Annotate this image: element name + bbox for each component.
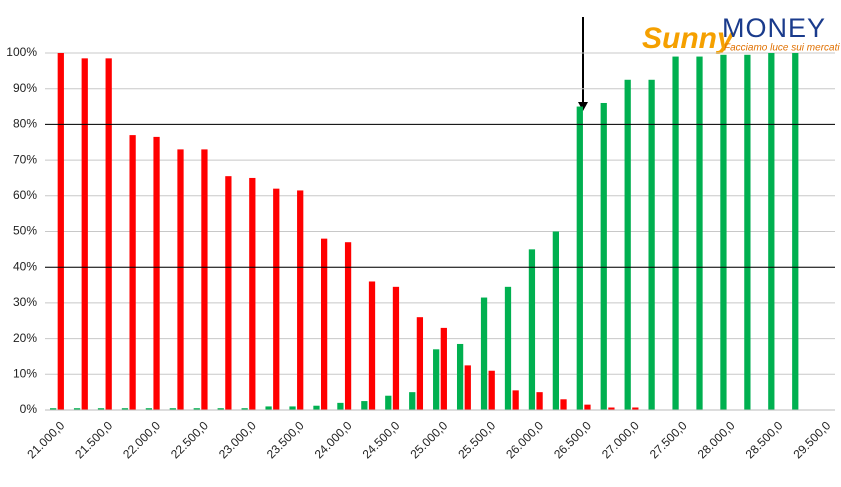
y-tick-label: 10% xyxy=(13,366,37,380)
bar xyxy=(313,405,320,410)
bar xyxy=(433,349,440,410)
bar xyxy=(768,53,775,410)
x-tick-label: 21.500,0 xyxy=(72,418,115,461)
bar xyxy=(536,392,543,410)
bar xyxy=(177,149,184,410)
y-tick-label: 60% xyxy=(13,188,37,202)
bar xyxy=(744,54,751,410)
bar xyxy=(560,399,567,410)
x-tick-label: 29.500,0 xyxy=(790,418,833,461)
y-tick-label: 70% xyxy=(13,152,37,166)
y-tick-label: 90% xyxy=(13,81,37,95)
bar xyxy=(440,327,447,410)
bar xyxy=(249,177,256,410)
y-tick-label: 40% xyxy=(13,259,37,273)
x-tick-label: 23.500,0 xyxy=(264,418,307,461)
bar xyxy=(273,188,280,410)
x-tick-label: 23.000,0 xyxy=(216,418,259,461)
bar xyxy=(464,365,471,410)
bar xyxy=(50,408,57,410)
y-tick-label: 100% xyxy=(6,45,37,59)
logo-brand: Sunny xyxy=(642,22,735,55)
bar xyxy=(584,404,591,410)
bar xyxy=(624,79,631,411)
bar xyxy=(600,102,607,410)
x-tick-label: 25.500,0 xyxy=(455,418,498,461)
bar xyxy=(488,370,495,410)
bar xyxy=(225,176,232,410)
bar xyxy=(153,136,160,410)
bar xyxy=(456,343,464,410)
bar xyxy=(129,135,136,411)
bar xyxy=(528,249,536,410)
bar xyxy=(73,408,81,410)
bar xyxy=(409,392,416,410)
bar xyxy=(672,56,679,410)
y-tick-label: 20% xyxy=(13,331,37,345)
x-tick-label: 21.000,0 xyxy=(24,418,67,461)
x-tick-label: 28.500,0 xyxy=(743,418,786,461)
x-tick-label: 25.000,0 xyxy=(407,418,450,461)
bar xyxy=(512,390,519,410)
bar xyxy=(720,54,727,410)
bar xyxy=(368,281,376,410)
bar xyxy=(385,395,392,410)
bar xyxy=(201,149,208,410)
bar xyxy=(648,79,655,411)
bar xyxy=(57,53,64,410)
arrow-head xyxy=(578,102,588,111)
x-tick-label: 22.000,0 xyxy=(120,418,163,461)
bar xyxy=(392,286,400,410)
y-tick-label: 80% xyxy=(13,117,37,131)
bar xyxy=(416,317,424,410)
logo-tagline: Facciamo luce sui mercati xyxy=(724,43,840,54)
x-tick-label: 22.500,0 xyxy=(168,418,211,461)
y-tick-label: 30% xyxy=(13,295,37,309)
x-tick-label: 28.000,0 xyxy=(695,418,738,461)
y-tick-label: 0% xyxy=(20,402,38,416)
x-tick-label: 27.000,0 xyxy=(599,418,642,461)
bar xyxy=(504,286,512,410)
bar xyxy=(337,402,344,410)
x-tick-label: 26.500,0 xyxy=(551,418,594,461)
x-tick-label: 24.000,0 xyxy=(312,418,355,461)
y-tick-label: 50% xyxy=(13,224,37,238)
bar xyxy=(265,406,272,410)
bar xyxy=(217,408,224,410)
x-tick-label: 24.500,0 xyxy=(360,418,403,461)
bar xyxy=(289,406,296,410)
logo-name: MONEY xyxy=(722,13,826,43)
bar xyxy=(169,408,176,410)
bar xyxy=(121,408,129,410)
bar xyxy=(81,58,88,410)
bar xyxy=(552,231,559,410)
bar xyxy=(97,408,105,410)
x-tick-label: 27.500,0 xyxy=(647,418,690,461)
bar xyxy=(105,58,112,410)
bar xyxy=(361,401,368,410)
bar xyxy=(297,190,304,410)
bar xyxy=(480,297,488,410)
bar xyxy=(608,407,615,410)
bar xyxy=(241,408,248,410)
bar xyxy=(193,408,200,410)
bar xyxy=(632,407,639,410)
bar xyxy=(145,408,153,410)
x-tick-label: 26.000,0 xyxy=(503,418,546,461)
bar xyxy=(321,238,328,410)
bar xyxy=(792,53,799,410)
bar xyxy=(696,56,703,410)
bar xyxy=(576,106,583,411)
bar xyxy=(344,242,352,410)
